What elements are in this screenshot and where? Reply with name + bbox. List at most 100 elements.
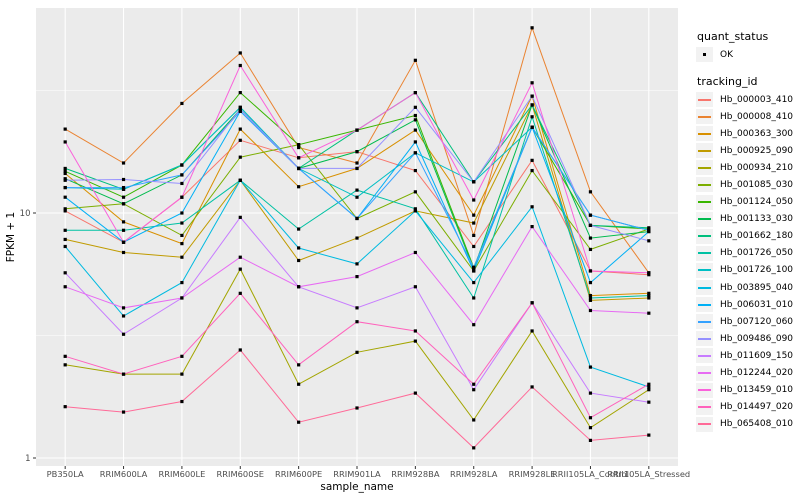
data-point bbox=[238, 109, 242, 113]
ok-point-marker bbox=[702, 52, 707, 57]
x-tick-label: RRIM600LA bbox=[100, 469, 148, 479]
data-point bbox=[180, 296, 184, 300]
legend-color-line bbox=[698, 149, 711, 152]
legend-item-label: Hb_011609_150 bbox=[720, 350, 794, 361]
legend-key-box bbox=[696, 314, 713, 330]
legend-key-box bbox=[696, 245, 713, 261]
data-point bbox=[180, 101, 184, 106]
legend-item-label: Hb_001133_030 bbox=[720, 214, 794, 225]
legend-item-ok: OK bbox=[696, 47, 800, 62]
legend-key-box bbox=[696, 177, 713, 193]
data-point bbox=[63, 237, 67, 242]
legend-item-Hb_000934_210: Hb_000934_210 bbox=[696, 160, 800, 176]
data-point bbox=[588, 236, 593, 240]
data-point bbox=[588, 308, 593, 313]
x-tick-label: RRIM928LA bbox=[450, 469, 498, 479]
legend-item-Hb_000003_410: Hb_000003_410 bbox=[696, 92, 800, 107]
data-point bbox=[472, 221, 476, 225]
data-point bbox=[472, 382, 476, 386]
data-point bbox=[180, 399, 184, 404]
data-point bbox=[238, 63, 242, 68]
legend-color-line bbox=[698, 372, 711, 374]
data-point bbox=[647, 382, 651, 386]
data-point bbox=[355, 236, 359, 240]
data-point bbox=[297, 145, 301, 150]
legend-key-box bbox=[696, 416, 713, 432]
legend-item-Hb_013459_010: Hb_013459_010 bbox=[696, 382, 800, 398]
data-point bbox=[180, 372, 184, 376]
data-point bbox=[238, 91, 242, 95]
data-point bbox=[355, 306, 359, 310]
legend-color-line bbox=[698, 183, 711, 186]
legend-item-Hb_000363_300: Hb_000363_300 bbox=[696, 126, 800, 142]
data-point bbox=[297, 185, 301, 189]
data-point bbox=[647, 271, 651, 275]
data-point bbox=[472, 265, 476, 269]
legend-color-line bbox=[698, 218, 711, 221]
legend-item-label: Hb_000934_210 bbox=[720, 162, 794, 173]
data-point bbox=[647, 226, 651, 230]
legend-color-line bbox=[698, 423, 711, 426]
data-point bbox=[238, 138, 242, 142]
data-point bbox=[63, 195, 67, 199]
data-point bbox=[588, 223, 593, 227]
data-point bbox=[355, 275, 359, 279]
legend-color-line bbox=[698, 406, 711, 409]
data-point bbox=[180, 211, 184, 215]
legend-item-Hb_014497_020: Hb_014497_020 bbox=[696, 399, 800, 415]
legend-item-Hb_000008_410: Hb_000008_410 bbox=[696, 109, 800, 125]
x-tick-label: RRII105LA_Control bbox=[552, 469, 629, 479]
data-point bbox=[647, 239, 651, 243]
legend-key-box bbox=[696, 280, 713, 296]
legend-item-Hb_009486_090: Hb_009486_090 bbox=[696, 331, 800, 347]
data-point bbox=[297, 227, 301, 231]
data-point bbox=[530, 329, 534, 333]
data-point bbox=[180, 354, 184, 358]
legend-color-line bbox=[698, 166, 711, 169]
x-tick-label: RRIM928BA bbox=[391, 469, 440, 479]
data-point bbox=[530, 205, 534, 209]
data-point bbox=[647, 291, 651, 295]
data-point bbox=[530, 103, 534, 107]
data-point bbox=[121, 250, 126, 255]
legend-item-label: Hb_001085_030 bbox=[720, 179, 794, 190]
legend-key-box bbox=[696, 228, 713, 244]
data-point bbox=[63, 171, 67, 176]
legend-color-line bbox=[698, 115, 711, 118]
plot-panel: PB350LA RRIM600LA RRIM600LE RRIM600SE RRIM60… bbox=[20, 8, 690, 479]
legend-key-box bbox=[696, 194, 713, 210]
legend-key-box bbox=[696, 365, 713, 381]
x-tick-label: RRIM901LA bbox=[333, 469, 381, 479]
legend-item-Hb_011609_150: Hb_011609_150 bbox=[696, 348, 800, 364]
legend-item-Hb_065408_010: Hb_065408_010 bbox=[696, 416, 800, 432]
data-point bbox=[472, 446, 476, 450]
data-point bbox=[530, 385, 534, 389]
legend-item-label: Hb_013459_010 bbox=[720, 385, 794, 396]
data-point bbox=[63, 185, 67, 190]
legend-item-label: Hb_000008_410 bbox=[720, 111, 794, 122]
data-point bbox=[238, 348, 242, 352]
data-point bbox=[530, 94, 534, 98]
data-point bbox=[63, 169, 67, 173]
legend-item-Hb_001124_050: Hb_001124_050 bbox=[696, 194, 800, 210]
data-point bbox=[355, 161, 359, 165]
data-point bbox=[647, 433, 651, 437]
data-point bbox=[530, 115, 534, 119]
legend-item-label: OK bbox=[720, 49, 733, 60]
legend-key-box bbox=[696, 109, 713, 125]
data-point bbox=[647, 273, 651, 277]
data-point bbox=[297, 258, 301, 263]
data-point bbox=[238, 107, 242, 111]
data-point bbox=[413, 118, 417, 122]
legend-item-label: Hb_001662_180 bbox=[720, 231, 794, 242]
x-tick-label: RRIM600SE bbox=[217, 469, 264, 479]
data-point bbox=[121, 372, 126, 376]
legend-key-box bbox=[696, 47, 713, 62]
data-point bbox=[121, 228, 126, 232]
legend-key-box bbox=[696, 211, 713, 227]
data-point bbox=[238, 105, 242, 109]
data-point bbox=[63, 178, 67, 182]
legend-color-line bbox=[698, 269, 711, 272]
data-point bbox=[588, 391, 593, 395]
